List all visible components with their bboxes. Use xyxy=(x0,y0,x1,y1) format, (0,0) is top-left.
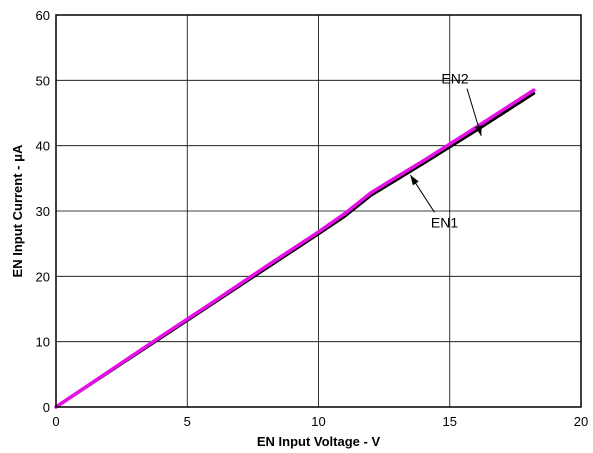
y-tick-label: 30 xyxy=(36,204,50,219)
x-tick-label: 15 xyxy=(443,414,457,429)
x-tick-labels: 0 5 10 15 20 xyxy=(52,414,588,429)
series-line-en2 xyxy=(54,88,536,409)
y-tick-label: 60 xyxy=(36,8,50,23)
annotation-en1: EN1 xyxy=(431,214,458,230)
y-tick-label: 20 xyxy=(36,269,50,284)
y-tick-label: 50 xyxy=(36,73,50,88)
y-axis-title: EN Input Current - μA xyxy=(10,144,25,278)
x-tick-label: 10 xyxy=(311,414,325,429)
annotation-en2: EN2 xyxy=(441,71,468,87)
y-tick-label: 0 xyxy=(43,400,50,415)
plot-area-frame xyxy=(55,14,582,408)
y-tick-label: 40 xyxy=(36,139,50,154)
annotation-arrowhead xyxy=(410,175,419,186)
series-lines xyxy=(54,88,536,409)
y-tick-label: 10 xyxy=(36,335,50,350)
y-tick-labels: 0 10 20 30 40 50 60 xyxy=(36,8,50,415)
gridlines xyxy=(56,15,581,407)
annotations: EN2 EN1 xyxy=(409,71,482,230)
x-tick-label: 20 xyxy=(574,414,588,429)
annotation-arrowhead xyxy=(475,125,482,136)
x-tick-label: 5 xyxy=(184,414,191,429)
x-tick-label: 0 xyxy=(52,414,59,429)
x-axis-title: EN Input Voltage - V xyxy=(257,434,381,449)
